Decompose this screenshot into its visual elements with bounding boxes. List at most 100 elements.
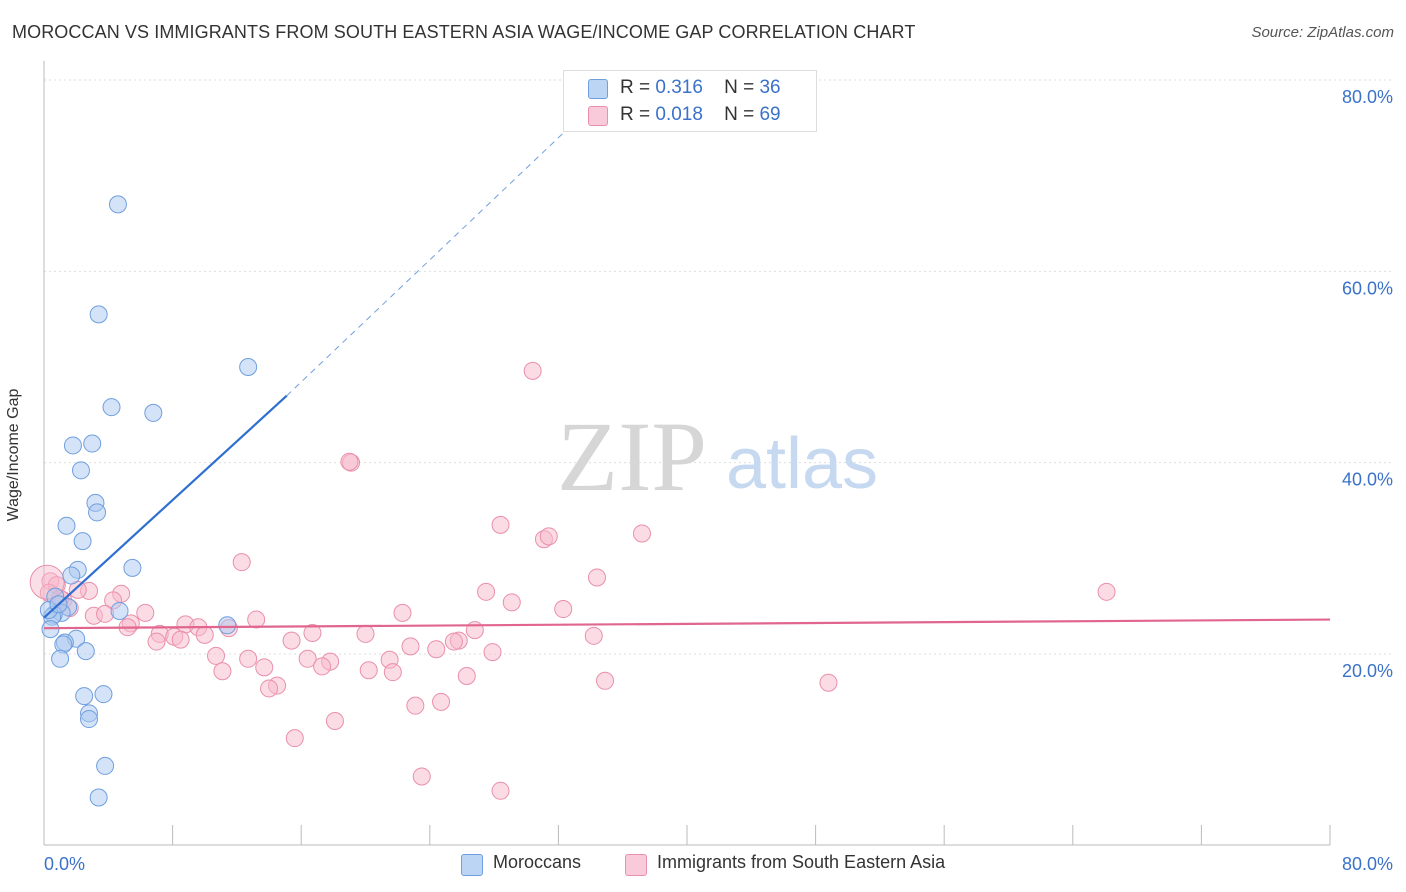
- point-immigrants: [383, 663, 402, 682]
- point-moroccans: [96, 756, 115, 775]
- point-moroccans: [80, 710, 99, 729]
- point-immigrants: [325, 711, 344, 730]
- point-immigrants: [491, 781, 510, 800]
- watermark-atlas: atlas: [726, 424, 878, 504]
- chart-title: MOROCCAN VS IMMIGRANTS FROM SOUTH EASTER…: [12, 22, 916, 42]
- point-immigrants: [539, 527, 558, 546]
- legend-swatch-pink: [625, 854, 647, 876]
- trend-lines: [43, 123, 1331, 630]
- trend-line-immigrants: [43, 618, 1331, 630]
- point-immigrants: [444, 632, 463, 651]
- point-immigrants: [427, 640, 446, 659]
- point-immigrants: [1097, 582, 1116, 601]
- point-moroccans: [51, 649, 70, 668]
- point-immigrants: [303, 623, 322, 642]
- point-immigrants: [247, 610, 266, 629]
- axes: [43, 60, 1331, 846]
- point-immigrants: [412, 767, 431, 786]
- watermark-zip: ZIP: [557, 401, 707, 512]
- point-immigrants: [584, 626, 603, 645]
- point-moroccans: [75, 687, 94, 706]
- point-immigrants: [255, 658, 274, 677]
- r-label: R =: [620, 104, 651, 125]
- point-immigrants: [596, 671, 615, 690]
- n-value: 36: [759, 77, 781, 98]
- r-label: R =: [620, 77, 651, 98]
- point-immigrants: [432, 692, 451, 711]
- point-moroccans: [144, 403, 163, 422]
- point-immigrants: [819, 673, 838, 692]
- point-moroccans: [88, 503, 107, 522]
- y-tick-label: 60.0%: [1342, 278, 1393, 298]
- point-moroccans: [102, 398, 121, 417]
- n-label: N =: [724, 77, 755, 98]
- source-label: Source: ZipAtlas.com: [1251, 24, 1394, 41]
- n-label: N =: [724, 104, 755, 125]
- trend-line-moroccans: [43, 394, 288, 619]
- point-immigrants: [232, 553, 251, 572]
- point-moroccans: [71, 461, 90, 480]
- legend-swatch-blue: [461, 854, 483, 876]
- point-immigrants: [282, 631, 301, 650]
- point-immigrants: [171, 630, 190, 649]
- point-immigrants: [313, 657, 332, 676]
- x-tick-label: 0.0%: [44, 854, 85, 874]
- point-immigrants: [147, 632, 166, 651]
- legend-stats: R = 0.316 N = 36 R = 0.018 N = 69: [563, 70, 817, 132]
- r-value: 0.018: [655, 104, 703, 125]
- point-moroccans: [63, 436, 82, 455]
- point-immigrants: [554, 600, 573, 619]
- point-moroccans: [62, 566, 81, 585]
- point-immigrants: [401, 637, 420, 656]
- point-moroccans: [218, 616, 237, 635]
- point-moroccans: [94, 685, 113, 704]
- point-immigrants: [356, 624, 375, 643]
- point-immigrants: [483, 643, 502, 662]
- point-immigrants: [491, 515, 510, 534]
- point-immigrants: [587, 568, 606, 587]
- point-moroccans: [76, 642, 95, 661]
- point-immigrants: [207, 646, 226, 665]
- point-immigrants: [632, 524, 651, 543]
- point-immigrants: [195, 625, 214, 644]
- y-tick-label: 20.0%: [1342, 661, 1393, 681]
- point-immigrants: [393, 603, 412, 622]
- point-moroccans: [89, 788, 108, 807]
- point-immigrants: [502, 593, 521, 612]
- legend-swatch-blue: [588, 79, 608, 99]
- point-immigrants: [523, 361, 542, 380]
- point-immigrants: [285, 729, 304, 748]
- point-immigrants: [213, 662, 232, 681]
- point-immigrants: [136, 603, 155, 622]
- y-axis-label: Wage/Income Gap: [5, 388, 22, 522]
- legend-label: Immigrants from South Eastern Asia: [657, 852, 946, 872]
- point-immigrants: [457, 667, 476, 686]
- point-immigrants: [239, 649, 258, 668]
- trend-line-moroccans-extension: [286, 123, 574, 397]
- legend-label: Moroccans: [493, 852, 582, 872]
- r-value: 0.316: [655, 77, 703, 98]
- point-moroccans: [73, 532, 92, 551]
- point-immigrants: [359, 661, 378, 680]
- watermark: ZIP atlas: [557, 401, 878, 512]
- y-tick-label: 40.0%: [1342, 470, 1393, 490]
- point-immigrants: [406, 696, 425, 715]
- tick-labels: 20.0% 40.0% 60.0% 80.0% 0.0% 80.0%: [44, 87, 1393, 874]
- point-moroccans: [239, 358, 258, 376]
- point-moroccans: [83, 434, 102, 453]
- legend-swatch-pink: [588, 106, 608, 126]
- x-tick-label: 80.0%: [1342, 854, 1393, 874]
- point-moroccans: [110, 601, 129, 620]
- point-immigrants: [260, 679, 279, 698]
- y-tick-label: 80.0%: [1342, 87, 1393, 107]
- point-immigrants: [340, 452, 359, 471]
- point-moroccans: [108, 195, 127, 214]
- n-value: 69: [759, 104, 781, 125]
- point-moroccans: [89, 305, 108, 324]
- point-moroccans: [123, 558, 142, 577]
- point-immigrants: [298, 649, 317, 668]
- point-immigrants: [465, 621, 484, 640]
- point-immigrants: [477, 582, 496, 601]
- series-moroccans-points: [39, 195, 258, 807]
